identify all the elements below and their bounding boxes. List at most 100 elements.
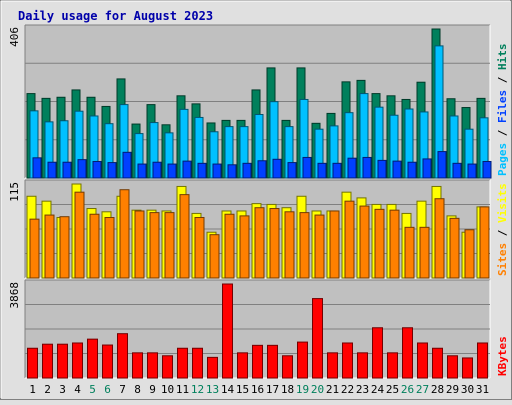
right-label-visits: Visits [496, 183, 509, 223]
x-tick-label-day-25: 25 [386, 383, 399, 396]
bar-kbytes-day-26 [402, 327, 413, 379]
x-tick-label-day-2: 2 [44, 383, 51, 396]
bar-kbytes-day-20 [312, 298, 323, 379]
bar-pages-day-23 [362, 156, 372, 179]
bar-pages-day-2 [47, 161, 57, 179]
bar-pages-day-29 [452, 162, 462, 179]
bar-pages-day-28 [437, 151, 447, 179]
x-tick-label-day-7: 7 [119, 383, 126, 396]
bar-kbytes-day-8 [132, 352, 143, 379]
bar-kbytes-day-7 [117, 333, 128, 379]
bar-kbytes-day-18 [282, 355, 293, 379]
x-tick-label-day-22: 22 [341, 383, 354, 396]
bar-pages-day-22 [347, 157, 357, 179]
x-tick-label-day-1: 1 [29, 383, 36, 396]
bar-pages-day-7 [122, 151, 132, 179]
bar-kbytes-day-14 [222, 283, 233, 379]
bar-sites-day-3 [59, 216, 70, 279]
bar-sites-day-28 [434, 198, 445, 279]
x-tick-label-day-23: 23 [356, 383, 369, 396]
x-tick-label-day-21: 21 [326, 383, 339, 396]
panel-kbytes-right-label: KBytes [496, 336, 509, 376]
bar-sites-day-27 [419, 226, 430, 279]
x-axis-labels: 1 2 3 4 5 6 7 8 9 10 11 12 13 14 15 16 17 18 19 20 21 22 23 24 2… [29, 383, 489, 396]
right-label-files: Files [496, 90, 509, 123]
bar-pages-day-21 [332, 162, 342, 179]
bar-kbytes-day-17 [267, 344, 278, 379]
bar-sites-day-7 [119, 189, 130, 279]
bar-pages-day-1 [32, 157, 42, 179]
bar-pages-day-17 [272, 158, 282, 179]
bar-kbytes-day-11 [177, 347, 188, 379]
bar-sites-day-5 [89, 213, 100, 279]
panel-hits-ymax-label: 406 [8, 27, 21, 47]
x-tick-label-day-15: 15 [236, 383, 249, 396]
bar-pages-day-12 [197, 162, 207, 179]
bar-sites-day-10 [164, 212, 175, 279]
bar-sites-day-20 [314, 214, 325, 279]
bar-kbytes-day-16 [252, 344, 263, 379]
bar-pages-day-24 [377, 159, 387, 179]
bar-kbytes-day-29 [447, 355, 458, 379]
x-tick-label-day-12: 12 [191, 383, 204, 396]
bar-sites-day-29 [449, 217, 460, 279]
bar-pages-day-8 [137, 163, 147, 179]
x-tick-label-day-11: 11 [176, 383, 189, 396]
x-tick-label-day-8: 8 [134, 383, 141, 396]
bar-sites-day-22 [344, 200, 355, 279]
bar-kbytes-day-4 [72, 342, 83, 379]
bar-pages-day-18 [287, 162, 297, 179]
bar-kbytes-day-30 [462, 357, 473, 379]
bar-pages-day-11 [182, 160, 192, 179]
bar-pages-day-3 [62, 161, 72, 179]
series-kbytes [27, 283, 488, 379]
bar-kbytes-day-19 [297, 341, 308, 379]
x-tick-label-day-5: 5 [89, 383, 96, 396]
bar-sites-day-19 [299, 212, 310, 279]
series-pages [32, 151, 492, 179]
bar-pages-day-25 [392, 160, 402, 179]
right-label-sites: Sites [496, 243, 509, 276]
bar-sites-day-18 [284, 211, 295, 279]
right-label-pages: Pages [496, 143, 509, 176]
bar-pages-day-9 [152, 161, 162, 179]
bar-kbytes-day-25 [387, 352, 398, 379]
x-tick-label-day-3: 3 [59, 383, 66, 396]
right-label-separator: / [496, 123, 509, 143]
bar-sites-day-4 [74, 191, 85, 279]
bar-sites-day-23 [359, 205, 370, 279]
chart-title: Daily usage for August 2023 [18, 9, 213, 23]
panel-visits-ymax-label: 115 [8, 182, 21, 202]
bar-pages-day-14 [227, 164, 237, 179]
bar-kbytes-day-23 [357, 352, 368, 379]
bar-kbytes-day-31 [477, 342, 488, 379]
bar-pages-day-4 [77, 159, 87, 179]
bar-pages-day-19 [302, 156, 312, 179]
bar-kbytes-day-24 [372, 327, 383, 379]
bar-sites-day-13 [209, 234, 220, 279]
bar-pages-day-16 [257, 160, 267, 179]
x-tick-label-day-17: 17 [266, 383, 279, 396]
panel-visits: 115 Sites / Visits [8, 179, 509, 279]
bar-sites-day-11 [179, 194, 190, 279]
bar-kbytes-day-5 [87, 338, 98, 379]
x-tick-label-day-4: 4 [74, 383, 81, 396]
series-sites [29, 189, 490, 279]
right-label-kbytes: KBytes [496, 336, 509, 376]
bar-pages-day-26 [407, 161, 417, 179]
bar-kbytes-day-9 [147, 352, 158, 379]
bar-sites-day-15 [239, 215, 250, 279]
bar-pages-day-27 [422, 158, 432, 179]
right-label-hits: Hits [496, 44, 509, 71]
x-tick-label-day-6: 6 [104, 383, 111, 396]
x-tick-label-day-28: 28 [431, 383, 444, 396]
x-tick-label-day-31: 31 [476, 383, 489, 396]
bar-sites-day-8 [134, 210, 145, 279]
panel-visits-right-label: Sites / Visits [496, 183, 509, 276]
x-tick-label-day-13: 13 [206, 383, 219, 396]
bar-kbytes-day-1 [27, 347, 38, 379]
panel-kbytes: 3868 KBytes [8, 279, 509, 379]
bar-pages-day-31 [482, 160, 492, 179]
x-tick-label-day-29: 29 [446, 383, 459, 396]
